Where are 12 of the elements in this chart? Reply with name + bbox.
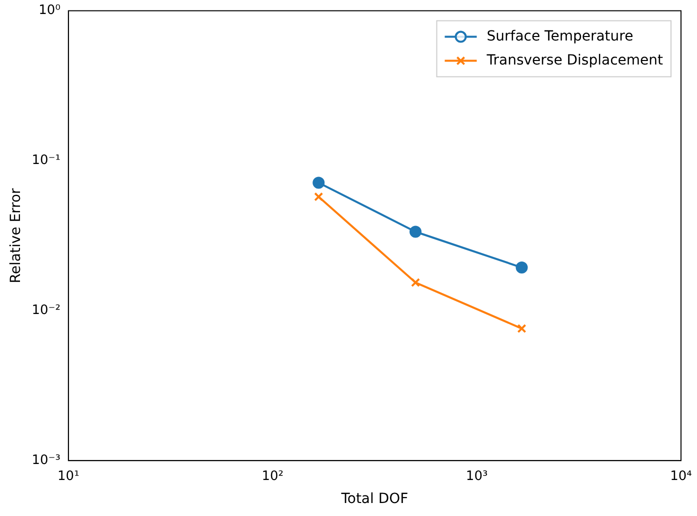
x-axis-title: Total DOF <box>340 491 408 508</box>
x-tick-label: 10² <box>262 468 284 484</box>
y-tick-label: 10⁻³ <box>32 452 60 468</box>
y-tick-label: 10⁻² <box>32 303 60 318</box>
legend-label: Transverse Displacement <box>486 52 664 68</box>
y-tick-label: 10⁻¹ <box>32 153 60 168</box>
y-tick-label: 10⁰ <box>38 3 60 18</box>
x-tick-label: 10⁴ <box>670 468 692 484</box>
x-tick-label: 10³ <box>466 468 488 484</box>
y-axis-title: Relative Error <box>8 188 24 284</box>
legend-label: Surface Temperature <box>486 28 634 44</box>
x-tick-label: 10¹ <box>58 468 80 484</box>
